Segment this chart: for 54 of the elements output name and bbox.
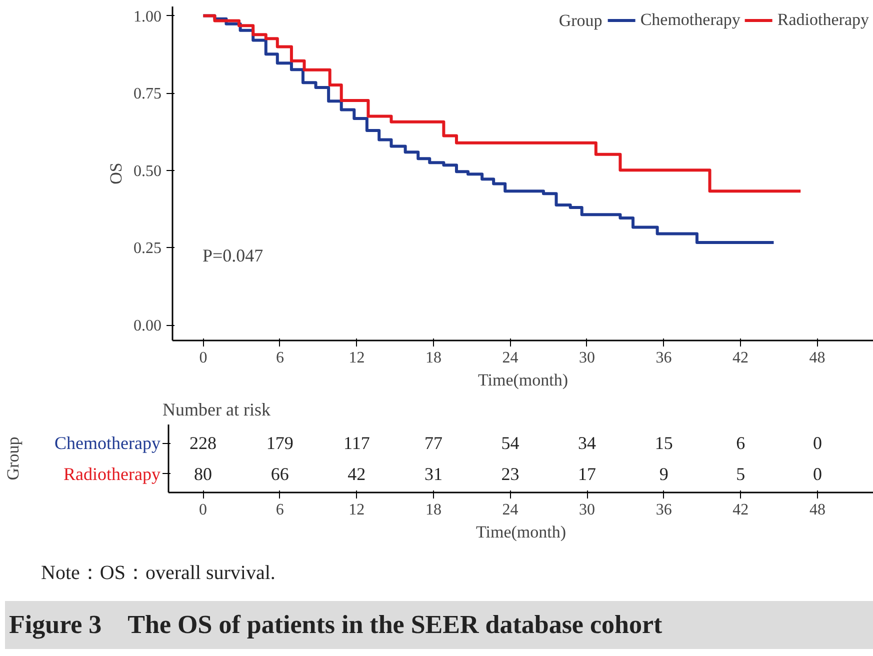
data-label: 6 bbox=[736, 433, 746, 454]
y-tick-label: 0.00 bbox=[134, 318, 162, 335]
data-label: 117 bbox=[343, 433, 370, 454]
chart-title: Number at risk bbox=[162, 400, 270, 420]
data-label: 5 bbox=[736, 464, 746, 484]
data-label: 23 bbox=[501, 464, 520, 484]
data-label: 179 bbox=[266, 433, 294, 454]
x-tick-label: 36 bbox=[656, 350, 672, 366]
data-label: 77 bbox=[424, 433, 442, 454]
x-tick-label: 0 bbox=[199, 350, 208, 366]
x-tick-label: 42 bbox=[732, 502, 749, 518]
x-tick-label: 24 bbox=[502, 502, 518, 518]
data-label: 54 bbox=[501, 433, 520, 454]
x-tick-label: 36 bbox=[656, 502, 672, 518]
x-axis-title: Time(month) bbox=[478, 370, 568, 390]
data-label: 34 bbox=[578, 433, 596, 454]
x-tick-label: 18 bbox=[425, 350, 442, 366]
legend-label: Chemotherapy bbox=[640, 10, 740, 30]
data-label: 0 bbox=[812, 433, 822, 454]
data-label: 66 bbox=[270, 464, 289, 484]
legend-label: Radiotherapy bbox=[777, 10, 869, 30]
y-tick-label: Chemotherapy bbox=[54, 433, 161, 454]
data-label: 31 bbox=[424, 464, 442, 484]
text: Note：OS：overall survival. bbox=[41, 561, 276, 586]
x-tick-label: 24 bbox=[502, 350, 518, 366]
data-label: 228 bbox=[190, 433, 217, 454]
data-label: 0 bbox=[812, 464, 822, 484]
y-axis-title: Group bbox=[4, 436, 22, 480]
data-label: 80 bbox=[194, 464, 212, 484]
y-tick-label: 1.00 bbox=[134, 8, 162, 26]
y-tick-label: 0.75 bbox=[134, 86, 162, 103]
legend-title: Group bbox=[558, 10, 602, 30]
data-label: 15 bbox=[654, 433, 673, 454]
x-tick-label: 18 bbox=[425, 502, 442, 518]
annotation: P=0.047 bbox=[202, 246, 264, 266]
x-tick-label: 0 bbox=[199, 502, 208, 518]
x-tick-label: 12 bbox=[348, 350, 365, 366]
text: Figure 3 The OS of patients in the SEER database cohort bbox=[9, 609, 662, 641]
x-tick-label: 30 bbox=[579, 502, 596, 518]
data-label: 9 bbox=[659, 464, 668, 484]
y-tick-label: 0.50 bbox=[134, 162, 162, 180]
y-tick-label: Radiotherapy bbox=[64, 464, 161, 484]
x-tick-label: 6 bbox=[276, 350, 284, 366]
y-tick-label: 0.25 bbox=[134, 240, 162, 258]
x-axis-title: Time(month) bbox=[476, 522, 566, 542]
data-label: 17 bbox=[578, 464, 596, 484]
x-tick-label: 6 bbox=[276, 502, 284, 518]
y-axis-title: OS bbox=[106, 162, 126, 184]
x-tick-label: 48 bbox=[809, 350, 826, 366]
x-tick-label: 42 bbox=[732, 350, 748, 366]
data-label: 42 bbox=[348, 464, 366, 484]
x-tick-label: 12 bbox=[348, 502, 365, 518]
x-tick-label: 30 bbox=[578, 350, 595, 366]
x-tick-label: 48 bbox=[809, 502, 826, 518]
